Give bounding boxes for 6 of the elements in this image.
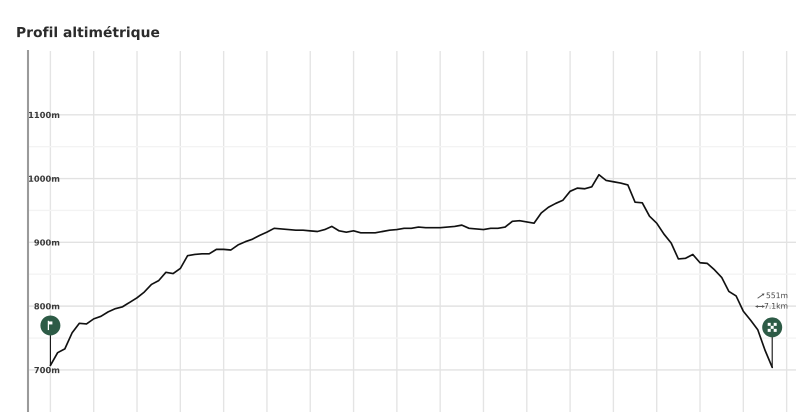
- y-tick-label: 900m: [34, 239, 60, 246]
- y-tick-label: 1100m: [29, 112, 60, 118]
- chart-title: Profil altimétrique: [17, 26, 160, 40]
- y-tick-label: 700m: [34, 366, 60, 374]
- y-tick-label: 800m: [34, 303, 60, 310]
- y-tick-label: 1000m: [29, 176, 60, 182]
